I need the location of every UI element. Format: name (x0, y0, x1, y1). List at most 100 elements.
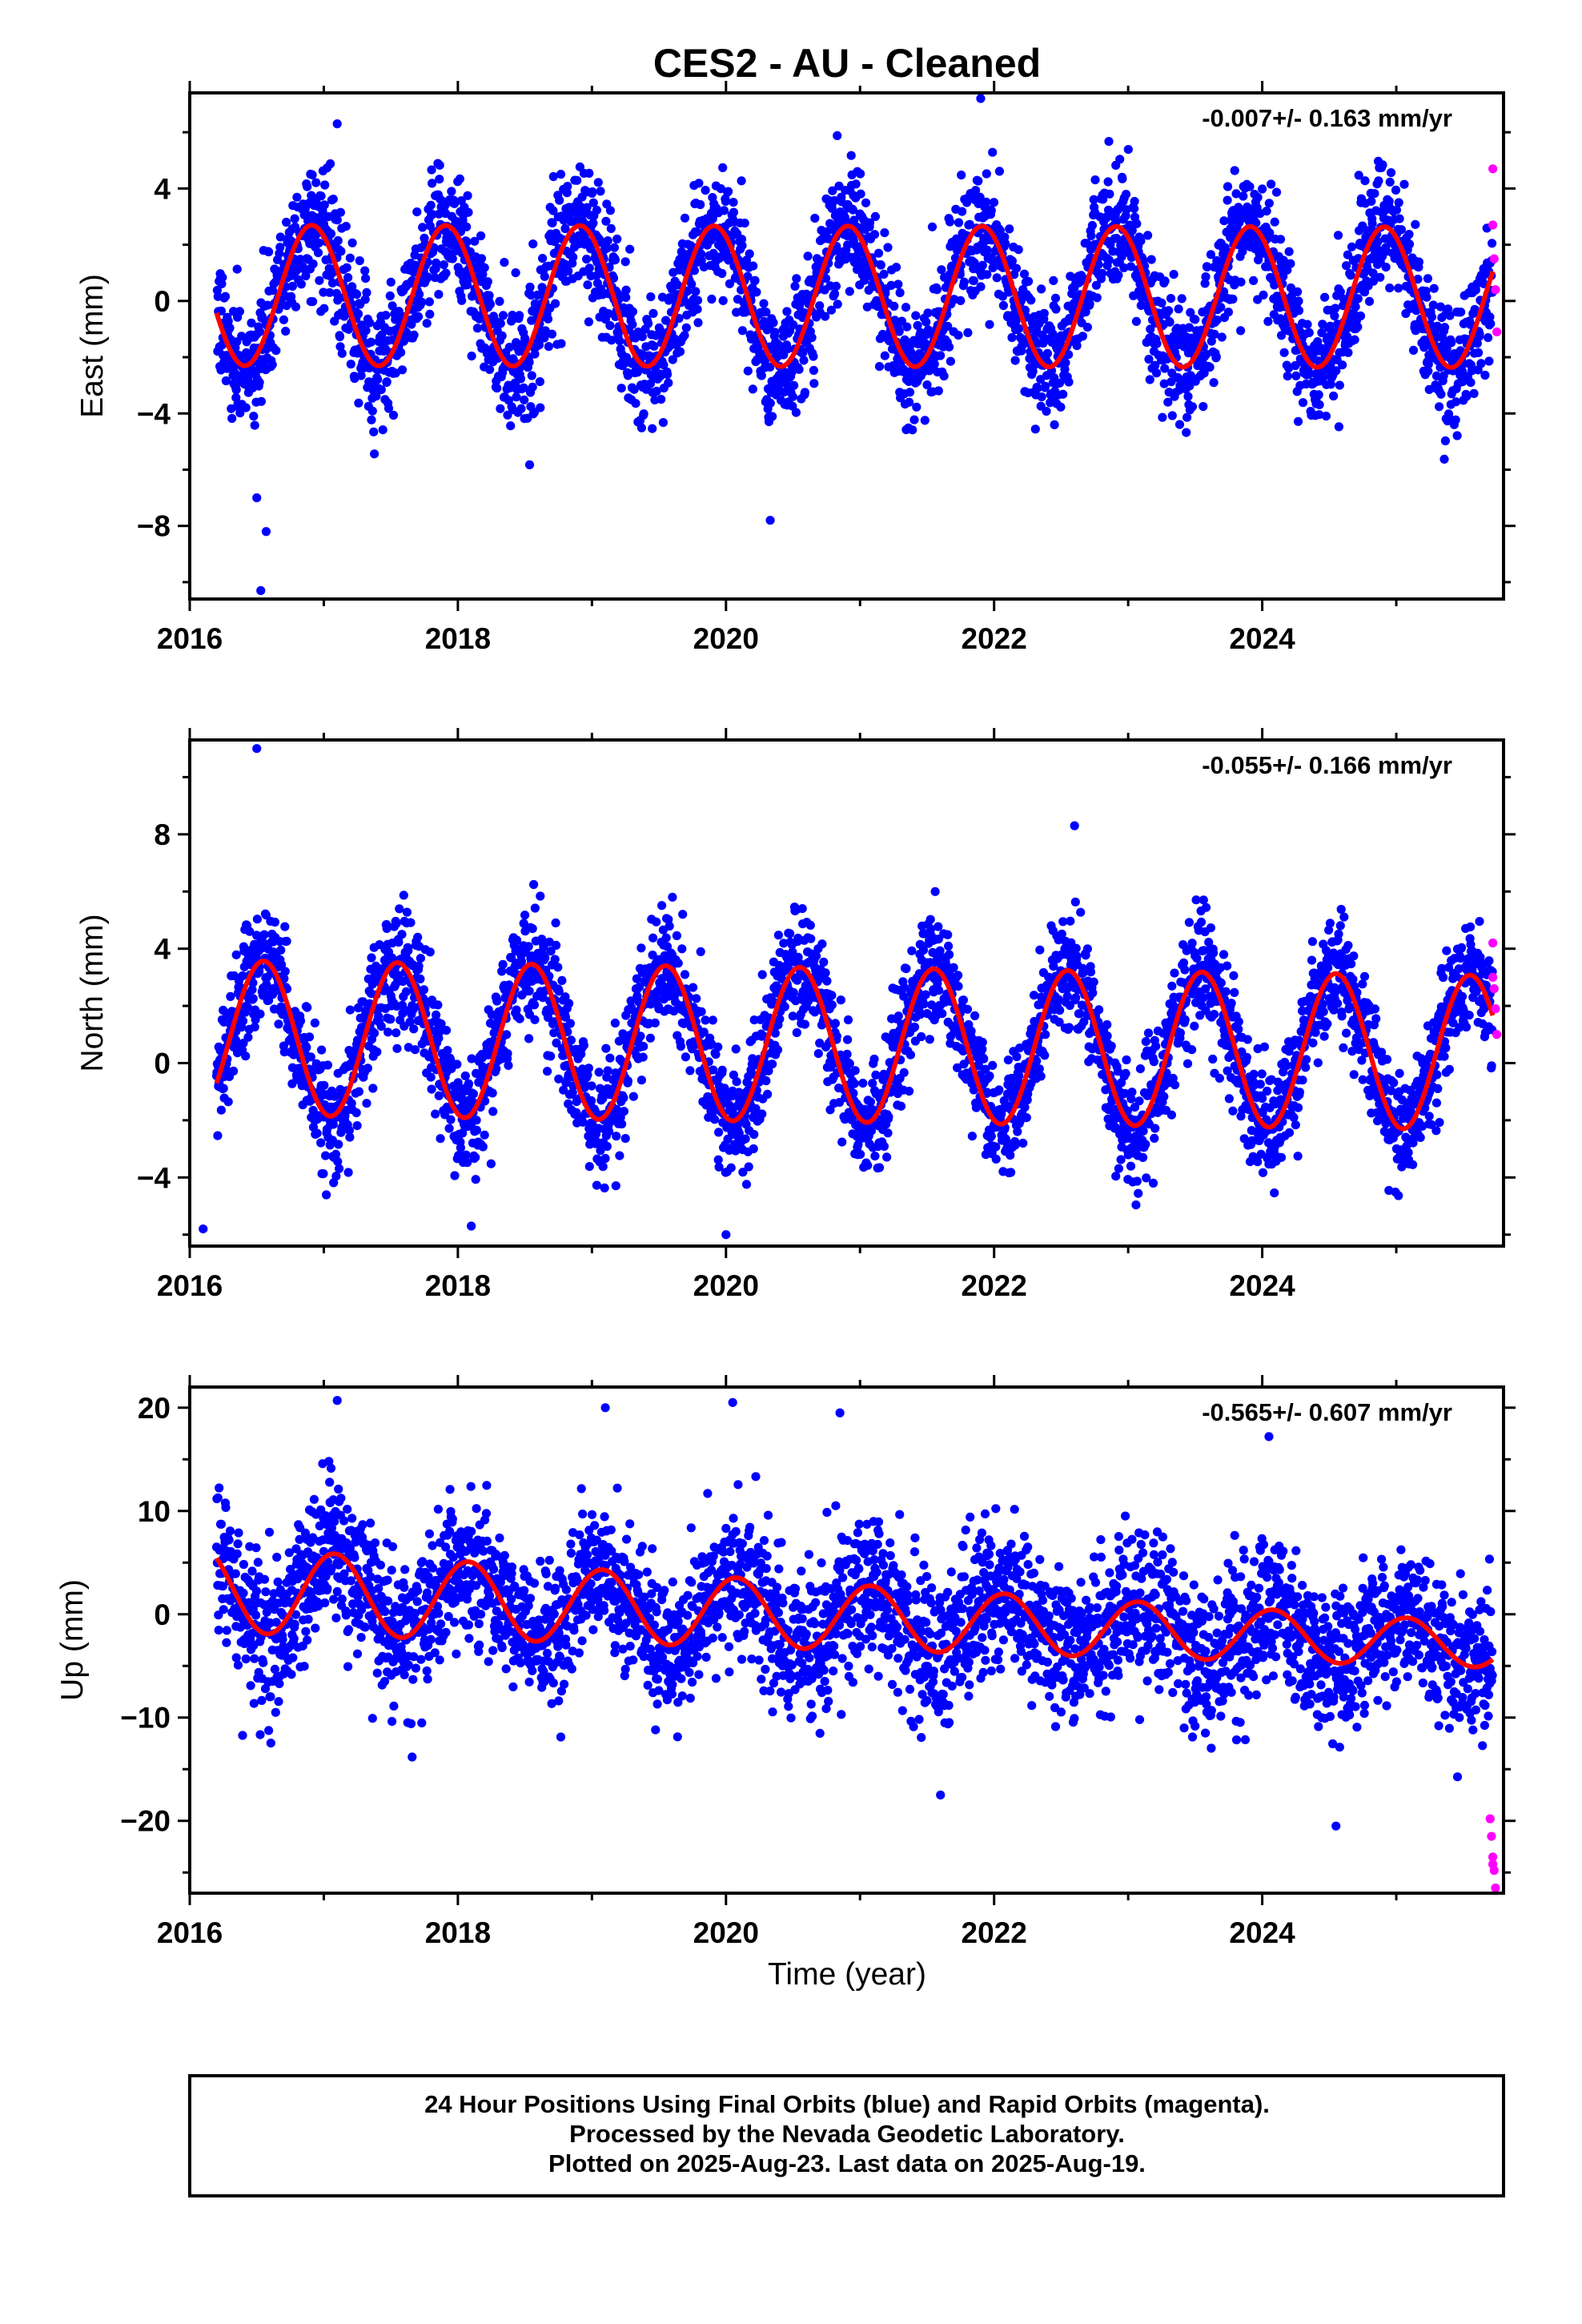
final-orbit-point (1303, 370, 1313, 380)
final-orbit-point (1216, 303, 1226, 312)
final-orbit-point (362, 287, 371, 297)
final-orbit-point (848, 205, 857, 215)
final-orbit-point (825, 219, 835, 228)
final-orbit-point (556, 339, 566, 348)
final-orbit-point (463, 191, 472, 200)
final-orbit-point (737, 176, 746, 186)
final-orbit-point (680, 213, 690, 223)
final-orbit-point (319, 200, 329, 210)
final-orbit-point (612, 1132, 621, 1141)
final-orbit-point (779, 388, 789, 397)
final-orbit-point (902, 322, 912, 332)
x-tick-label: 2022 (962, 622, 1027, 655)
final-orbit-point (583, 280, 592, 290)
final-orbit-point (255, 377, 264, 388)
final-orbit-point (335, 332, 345, 342)
final-orbit-point (932, 285, 942, 295)
final-orbit-point (360, 295, 370, 304)
final-orbit-point (607, 336, 616, 345)
final-orbit-point (659, 360, 669, 370)
final-orbit-point (629, 384, 639, 394)
final-orbit-point (279, 974, 289, 983)
final-orbit-point (692, 994, 701, 1003)
final-orbit-point (737, 326, 748, 336)
final-orbit-point (1271, 187, 1282, 197)
final-orbit-point (1152, 368, 1162, 378)
final-orbit-point (1294, 306, 1304, 316)
final-orbit-point (496, 319, 505, 328)
final-orbit-point (605, 1053, 615, 1063)
final-orbit-point (562, 188, 572, 198)
final-orbit-point (1423, 360, 1433, 369)
final-orbit-point (946, 356, 955, 366)
final-orbit-point (1086, 231, 1096, 240)
final-orbit-point (221, 376, 231, 386)
final-orbit-point (1411, 219, 1420, 229)
final-orbit-point (498, 959, 508, 969)
final-orbit-point (1174, 304, 1183, 314)
final-orbit-point (752, 287, 761, 297)
final-orbit-point (1439, 454, 1449, 464)
final-orbit-point (773, 1045, 783, 1055)
final-orbit-point (433, 1000, 443, 1010)
final-orbit-point (299, 264, 309, 274)
final-orbit-point (1264, 199, 1274, 208)
final-orbit-point (460, 1071, 470, 1081)
final-orbit-point (1123, 145, 1133, 155)
final-orbit-point (470, 236, 480, 246)
final-orbit-point (809, 352, 818, 361)
final-orbit-point (506, 421, 516, 431)
final-orbit-point (1367, 219, 1377, 228)
final-orbit-point (1167, 411, 1177, 420)
final-orbit-point (1350, 335, 1359, 344)
final-orbit-point (280, 922, 290, 931)
final-orbit-point (520, 395, 529, 404)
final-orbit-point (598, 1162, 608, 1172)
final-orbit-point (821, 274, 831, 283)
final-orbit-point (829, 289, 840, 299)
final-orbit-point (1466, 378, 1476, 388)
final-orbit-point (414, 312, 424, 321)
final-orbit-point (1060, 364, 1070, 374)
final-orbit-point (1201, 272, 1211, 282)
final-orbit-point (1472, 339, 1482, 348)
final-orbit-point (360, 266, 370, 275)
final-orbit-point (1014, 324, 1024, 333)
final-orbit-point (347, 238, 357, 247)
final-orbit-point (333, 1156, 343, 1166)
final-orbit-point (303, 1003, 312, 1012)
final-orbit-point (1394, 198, 1403, 207)
final-orbit-point (1119, 263, 1129, 272)
final-orbit-point (1440, 436, 1450, 446)
final-orbit-point (386, 1015, 396, 1024)
final-orbit-point (1331, 304, 1340, 313)
final-orbit-point (446, 1115, 456, 1124)
final-orbit-point (310, 1018, 319, 1027)
final-orbit-point (307, 170, 317, 179)
final-orbit-point (388, 410, 399, 420)
final-orbit-point (1184, 323, 1194, 332)
final-orbit-point (394, 938, 404, 947)
final-orbit-point (496, 404, 505, 413)
final-orbit-point (978, 260, 987, 270)
final-orbit-point (252, 915, 262, 924)
final-orbit-point (822, 227, 832, 236)
final-orbit-point (1010, 356, 1020, 365)
final-orbit-point (889, 301, 899, 311)
final-orbit-point (367, 415, 376, 424)
final-orbit-point (637, 332, 647, 341)
final-orbit-point (998, 300, 1008, 311)
final-orbit-point (789, 320, 798, 330)
final-orbit-point (275, 232, 285, 242)
final-orbit-point (353, 309, 363, 319)
final-orbit-point (262, 344, 271, 354)
final-orbit-point (416, 954, 426, 963)
final-orbit-point (343, 273, 353, 283)
final-orbit-point (274, 1019, 283, 1029)
final-orbit-point (1335, 287, 1345, 296)
final-orbit-point (673, 959, 683, 968)
final-orbit-point (467, 352, 476, 361)
final-orbit-point (308, 297, 318, 307)
final-orbit-point (500, 258, 509, 267)
final-orbit-point (963, 328, 973, 337)
